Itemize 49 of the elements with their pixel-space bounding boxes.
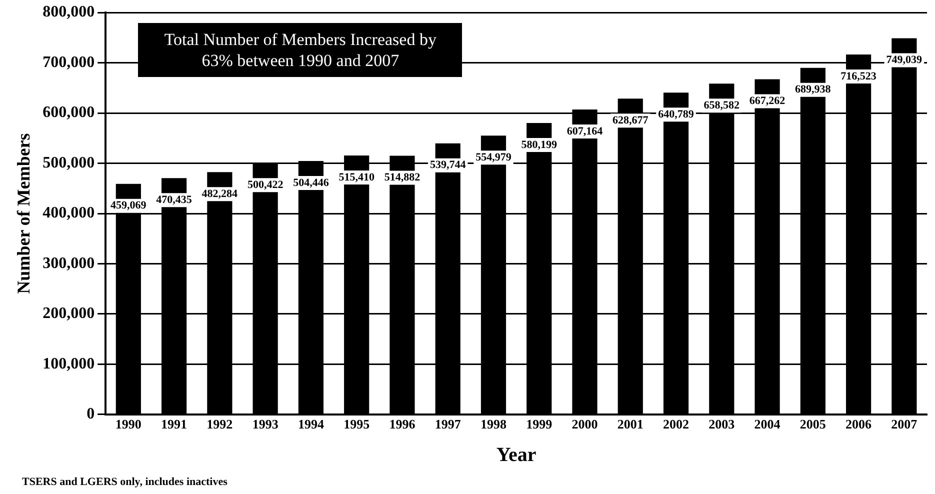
x-tick-label: 1990 [115, 416, 142, 432]
y-tick-label: 700,000 [42, 54, 95, 71]
x-tick-label: 2007 [891, 416, 918, 432]
y-tick-label: 600,000 [42, 104, 95, 122]
data-label: 716,523 [840, 70, 877, 82]
text: TSERS and LGERS only, includes inactives [22, 476, 228, 488]
x-tick-label: 1993 [252, 416, 279, 432]
data-label: 658,582 [704, 99, 740, 112]
data-label: 504,446 [293, 176, 330, 189]
x-tick-label: 1996 [389, 416, 416, 432]
x-axis-title: Year [496, 444, 536, 466]
data-label: 539,744 [430, 159, 466, 172]
x-tick-label: 1994 [298, 416, 324, 432]
data-label: 515,410 [338, 171, 375, 184]
data-label: 640,789 [658, 108, 694, 120]
y-tick-label: 400,000 [42, 204, 95, 222]
y-tick-label: 0 [86, 406, 95, 423]
y-tick-label: 800,000 [42, 4, 95, 21]
data-label: 459,069 [110, 200, 147, 212]
y-tick-label: 300,000 [42, 254, 95, 272]
data-label: 628,677 [612, 114, 649, 126]
x-tick-label: 2004 [754, 416, 781, 432]
data-label: 500,422 [247, 178, 284, 191]
data-label: 607,164 [566, 125, 604, 138]
x-tick-label: 1991 [161, 416, 188, 432]
y-axis-title: Number of Members [13, 133, 34, 294]
y-tick-label: 500,000 [42, 154, 95, 172]
data-label: 514,882 [384, 172, 421, 184]
data-label: 689,938 [795, 84, 832, 96]
x-tick-label: 1995 [344, 416, 370, 432]
x-tick-label: 1998 [480, 416, 507, 432]
data-label: 667,262 [749, 95, 786, 108]
data-label: 749,039 [886, 54, 923, 66]
y-tick-label: 100,000 [42, 355, 95, 372]
x-tick-label: 1997 [434, 416, 462, 432]
y-tick-label: 200,000 [42, 305, 95, 322]
data-label: 470,435 [156, 194, 192, 206]
x-tick-label: 2001 [617, 416, 644, 432]
x-tick-label: 2000 [572, 416, 598, 432]
x-tick-label: 2005 [800, 416, 826, 432]
x-tick-label: 2002 [663, 416, 690, 432]
data-label: 482,284 [202, 188, 238, 200]
data-label: 554,979 [476, 152, 512, 164]
x-tick-label: 2006 [846, 416, 872, 432]
annotation: Total Number of Members Increased by 63% between 1990 and 2007 [138, 22, 462, 78]
x-tick-label: 1999 [526, 416, 553, 432]
data-label: 580,199 [521, 138, 558, 151]
x-tick-label: 2003 [708, 416, 736, 432]
x-tick-label: 1992 [206, 416, 233, 432]
